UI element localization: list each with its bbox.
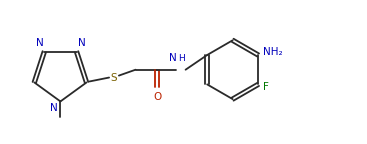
Text: NH₂: NH₂ — [263, 47, 283, 57]
Text: S: S — [111, 73, 117, 83]
Text: N: N — [50, 103, 58, 113]
Text: N: N — [77, 38, 85, 48]
Text: H: H — [178, 54, 185, 63]
Text: O: O — [153, 92, 161, 102]
Text: N: N — [169, 53, 177, 63]
Text: N: N — [36, 38, 43, 48]
Text: F: F — [263, 82, 269, 92]
